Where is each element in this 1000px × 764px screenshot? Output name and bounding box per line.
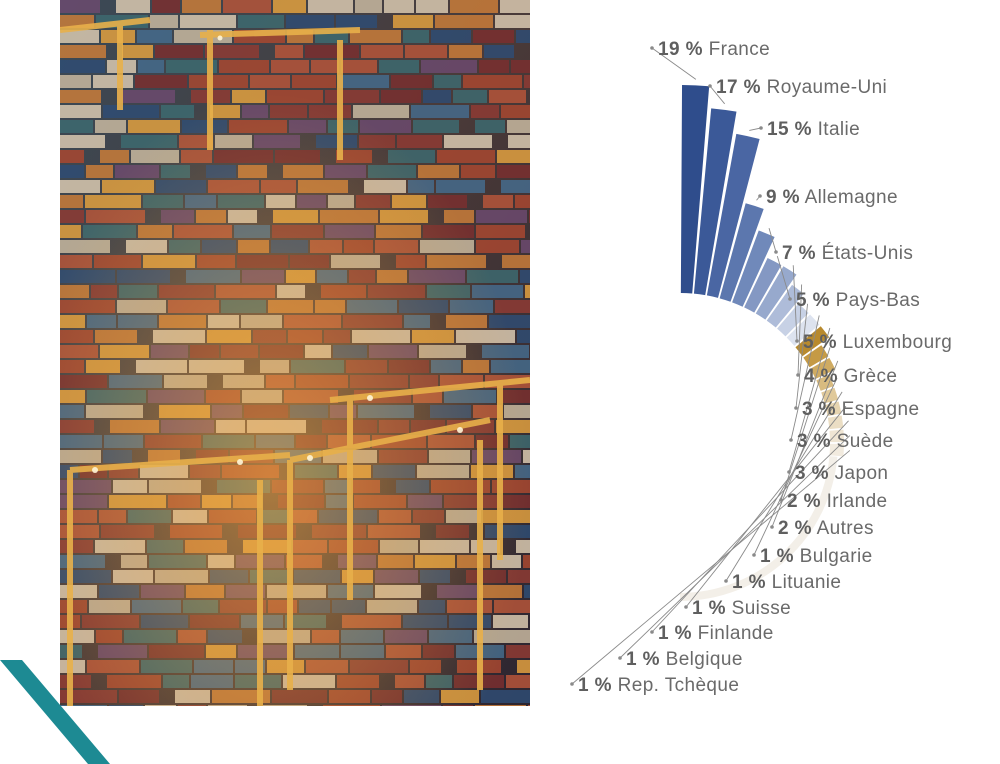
label-value: 2 % bbox=[778, 518, 812, 539]
label-category: Japon bbox=[829, 463, 888, 484]
leader-line bbox=[797, 284, 803, 376]
leader-line bbox=[651, 47, 697, 80]
label-value: 3 % bbox=[795, 463, 829, 484]
teal-accent-stripe bbox=[0, 660, 110, 764]
label-value: 1 % bbox=[658, 623, 692, 644]
label-autres: 2 % Autres bbox=[778, 518, 874, 539]
label-category: Bulgarie bbox=[794, 546, 873, 567]
leader-line bbox=[571, 450, 851, 685]
label-category: Espagne bbox=[836, 399, 920, 420]
label-espagne: 3 % Espagne bbox=[802, 399, 919, 420]
label-value: 7 % bbox=[782, 243, 816, 264]
bar-baseline-arc bbox=[680, 456, 838, 601]
label-category: Suède bbox=[831, 431, 894, 452]
bar-irlande bbox=[803, 345, 829, 368]
label-grece: 4 % Grèce bbox=[804, 366, 897, 387]
label-value: 2 % bbox=[787, 491, 821, 512]
leader-line bbox=[749, 127, 762, 131]
label-category: Royaume-Uni bbox=[761, 77, 887, 98]
label-category: Grèce bbox=[838, 366, 897, 387]
leader-line bbox=[776, 255, 791, 300]
leader-line bbox=[709, 85, 726, 105]
bar-japon bbox=[795, 326, 830, 357]
bar-belgique bbox=[829, 429, 844, 443]
label-value: 3 % bbox=[802, 399, 836, 420]
label-category: France bbox=[703, 39, 770, 60]
label-value: 3 % bbox=[797, 431, 831, 452]
label-value: 9 % bbox=[766, 187, 800, 208]
label-etats-unis: 7 % États-Unis bbox=[782, 243, 913, 264]
label-value: 5 % bbox=[803, 332, 837, 353]
label-value: 1 % bbox=[578, 675, 612, 696]
label-category: Allemagne bbox=[800, 187, 898, 208]
leader-line bbox=[725, 391, 843, 582]
bar-royaume-uni bbox=[693, 108, 737, 296]
leader-line bbox=[756, 195, 761, 201]
bar-allemagne bbox=[719, 203, 764, 302]
bar-pays-bas bbox=[744, 257, 782, 313]
label-category: Luxembourg bbox=[837, 332, 952, 353]
leader-dot bbox=[788, 297, 792, 301]
label-category: États-Unis bbox=[816, 243, 913, 264]
bar-bulgarie bbox=[816, 374, 834, 391]
label-category: Belgique bbox=[660, 649, 743, 670]
label-value: 19 % bbox=[658, 39, 703, 60]
label-category: Pays-Bas bbox=[830, 290, 920, 311]
leader-line bbox=[795, 303, 809, 409]
container-port-photo bbox=[60, 0, 530, 706]
leader-line bbox=[788, 327, 831, 473]
label-value: 5 % bbox=[796, 290, 830, 311]
label-category: Lituanie bbox=[766, 572, 841, 593]
label-luxembourg: 5 % Luxembourg bbox=[803, 332, 952, 353]
label-bulgarie: 1 % Bulgarie bbox=[760, 546, 873, 567]
label-category: Suisse bbox=[726, 598, 791, 619]
radial-bar-chart: 19 % France 17 % Royaume-Uni 15 % Italie 9 … bbox=[570, 39, 952, 696]
label-value: 4 % bbox=[804, 366, 838, 387]
leader-line bbox=[780, 347, 831, 501]
label-value: 1 % bbox=[732, 572, 766, 593]
leader-line bbox=[753, 377, 838, 556]
bar-rep-tcheque bbox=[829, 443, 844, 457]
label-belgique: 1 % Belgique bbox=[626, 649, 743, 670]
label-pays-bas: 5 % Pays-Bas bbox=[796, 290, 920, 311]
label-suisse: 1 % Suisse bbox=[692, 598, 791, 619]
label-italie: 15 % Italie bbox=[767, 119, 860, 140]
label-japon: 3 % Japon bbox=[795, 463, 888, 484]
leader-dot bbox=[795, 339, 799, 343]
label-allemagne: 9 % Allemagne bbox=[766, 187, 898, 208]
label-rep-tcheque: 1 % Rep. Tchèque bbox=[578, 675, 739, 696]
bar-etats-unis bbox=[732, 230, 775, 307]
bar-suede bbox=[786, 314, 820, 346]
bar-italie bbox=[706, 133, 760, 298]
bar-france bbox=[680, 85, 710, 294]
label-category: Autres bbox=[812, 518, 874, 539]
label-lituanie: 1 % Lituanie bbox=[732, 572, 841, 593]
label-irlande: 2 % Irlande bbox=[787, 491, 888, 512]
leader-line bbox=[768, 227, 777, 253]
label-finlande: 1 % Finlande bbox=[658, 623, 774, 644]
label-category: Finlande bbox=[692, 623, 774, 644]
label-value: 17 % bbox=[716, 77, 761, 98]
label-value: 15 % bbox=[767, 119, 812, 140]
label-value: 1 % bbox=[692, 598, 726, 619]
label-france: 19 % France bbox=[658, 39, 770, 60]
label-category: Italie bbox=[812, 119, 860, 140]
leader-line bbox=[685, 405, 847, 608]
label-category: Rep. Tchèque bbox=[612, 675, 739, 696]
leader-line bbox=[792, 265, 798, 342]
label-value: 1 % bbox=[760, 546, 794, 567]
leader-line bbox=[771, 360, 839, 528]
bar-luxembourg bbox=[755, 266, 797, 320]
label-suede: 3 % Suède bbox=[797, 431, 894, 452]
leader-line bbox=[790, 315, 820, 441]
bar-finlande bbox=[827, 415, 844, 430]
label-royaume-uni: 17 % Royaume-Uni bbox=[716, 77, 887, 98]
label-value: 1 % bbox=[626, 649, 660, 670]
label-category: Irlande bbox=[821, 491, 888, 512]
leader-line bbox=[651, 420, 849, 633]
